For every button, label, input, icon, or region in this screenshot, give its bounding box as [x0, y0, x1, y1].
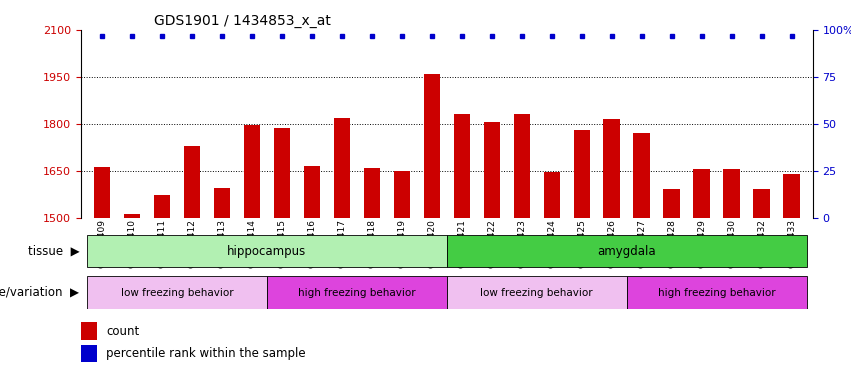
Bar	[544, 172, 560, 217]
Bar	[447, 276, 626, 309]
Bar	[304, 166, 320, 218]
Bar	[513, 114, 530, 218]
Bar	[664, 189, 680, 217]
Text: low freezing behavior: low freezing behavior	[481, 288, 593, 297]
Bar	[393, 171, 410, 217]
Bar	[87, 235, 447, 267]
Text: high freezing behavior: high freezing behavior	[298, 288, 415, 297]
Bar	[81, 345, 97, 362]
Text: count: count	[106, 324, 140, 338]
Text: amygdala: amygdala	[597, 245, 656, 258]
Text: tissue  ▶: tissue ▶	[27, 245, 79, 258]
Bar	[153, 195, 170, 217]
Bar	[214, 188, 230, 218]
Bar	[784, 174, 800, 217]
Text: hippocampus: hippocampus	[227, 245, 306, 258]
Bar	[626, 276, 807, 309]
Text: low freezing behavior: low freezing behavior	[121, 288, 233, 297]
Bar	[603, 119, 620, 218]
Bar	[723, 169, 740, 217]
Bar	[273, 128, 290, 217]
Bar	[753, 189, 770, 217]
Bar	[81, 322, 97, 340]
Bar	[123, 214, 140, 217]
Text: high freezing behavior: high freezing behavior	[658, 288, 775, 297]
Bar	[94, 166, 110, 218]
Bar	[184, 146, 200, 218]
Bar	[334, 117, 350, 218]
Text: percentile rank within the sample: percentile rank within the sample	[106, 347, 306, 360]
Bar	[694, 169, 710, 217]
Bar	[267, 276, 447, 309]
Bar	[447, 235, 807, 267]
Bar	[424, 74, 440, 217]
Bar	[87, 276, 267, 309]
Bar	[243, 125, 260, 218]
Bar	[454, 114, 470, 218]
Bar	[363, 168, 380, 217]
Bar	[483, 122, 500, 218]
Bar	[574, 130, 590, 218]
Bar	[633, 133, 650, 218]
Text: genotype/variation  ▶: genotype/variation ▶	[0, 286, 79, 299]
Text: GDS1901 / 1434853_x_at: GDS1901 / 1434853_x_at	[154, 13, 331, 28]
